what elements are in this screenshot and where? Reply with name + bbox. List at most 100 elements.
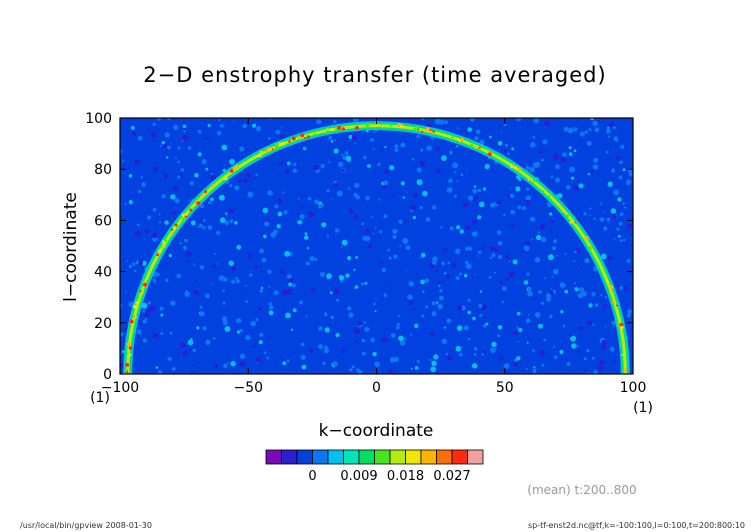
- field-speck: [174, 198, 180, 204]
- field-speck: [212, 264, 217, 269]
- field-speck: [526, 341, 529, 344]
- field-speck: [534, 256, 541, 263]
- field-speck: [549, 212, 553, 216]
- field-speck: [467, 298, 471, 302]
- field-speck: [205, 167, 209, 171]
- field-speck: [324, 345, 328, 350]
- field-speck: [218, 118, 221, 122]
- field-speck: [574, 282, 576, 285]
- ring-hotspot: [259, 154, 262, 157]
- field-speck: [300, 342, 305, 347]
- ring-hotspot: [211, 184, 215, 188]
- field-speck: [279, 135, 284, 139]
- field-speck: [185, 289, 188, 292]
- field-speck: [499, 280, 503, 285]
- field-speck: [462, 201, 469, 208]
- field-speck: [202, 226, 206, 230]
- field-speck: [517, 340, 519, 343]
- field-speck: [259, 289, 264, 293]
- field-speck: [337, 161, 344, 168]
- ring-hotspot: [432, 130, 435, 133]
- ring-hotspot: [288, 140, 291, 143]
- field-speck: [488, 275, 492, 279]
- field-speck: [179, 173, 183, 177]
- ring-hotspot: [141, 291, 144, 295]
- field-speck: [551, 275, 554, 278]
- y-tick-label: 60: [94, 213, 112, 229]
- field-speck: [174, 156, 178, 159]
- field-speck: [481, 247, 485, 251]
- field-speck: [473, 196, 479, 201]
- field-speck: [403, 337, 407, 341]
- ring-hotspot: [569, 220, 573, 224]
- field-speck: [512, 361, 518, 367]
- field-speck: [527, 287, 532, 291]
- field-speck: [158, 213, 161, 216]
- field-speck: [570, 176, 575, 180]
- field-speck: [452, 162, 459, 169]
- field-speck: [575, 344, 579, 348]
- field-speck: [169, 331, 173, 335]
- field-speck: [327, 235, 329, 238]
- field-speck: [468, 195, 474, 201]
- field-speck: [236, 244, 242, 250]
- colorbar-tick-label: 0.018: [387, 469, 424, 484]
- field-speck: [422, 190, 428, 197]
- field-speck: [197, 226, 200, 229]
- field-speck: [497, 255, 502, 259]
- field-speck: [588, 214, 591, 217]
- field-speck: [199, 305, 203, 309]
- field-speck: [354, 285, 359, 289]
- field-speck: [393, 254, 398, 259]
- ring-hotspot: [176, 225, 180, 230]
- field-speck: [247, 253, 253, 259]
- field-speck: [530, 160, 533, 163]
- field-speck: [573, 260, 576, 263]
- ring-hotspot: [429, 131, 433, 134]
- field-speck: [523, 280, 529, 285]
- field-speck: [147, 301, 151, 305]
- field-speck: [589, 207, 592, 210]
- field-speck: [399, 340, 406, 346]
- field-speck: [607, 126, 610, 129]
- field-speck: [292, 168, 298, 173]
- field-speck: [273, 290, 279, 296]
- field-speck: [198, 223, 203, 228]
- field-speck: [555, 164, 560, 170]
- field-speck: [131, 131, 137, 136]
- colorbar-swatch: [374, 449, 391, 465]
- field-speck: [526, 367, 528, 370]
- field-speck: [414, 323, 419, 328]
- field-speck: [393, 356, 399, 362]
- field-speck: [562, 324, 566, 328]
- field-speck: [405, 269, 407, 272]
- field-speck: [490, 202, 496, 208]
- field-speck: [304, 235, 309, 240]
- field-speck: [163, 173, 168, 179]
- field-speck: [436, 168, 441, 174]
- field-speck: [285, 168, 290, 174]
- field-speck: [413, 193, 418, 198]
- field-speck: [214, 364, 219, 368]
- field-speck: [263, 351, 267, 355]
- field-speck: [448, 178, 453, 183]
- field-speck: [600, 293, 603, 297]
- field-speck: [613, 136, 619, 142]
- field-speck: [398, 335, 404, 342]
- field-speck: [618, 175, 623, 180]
- field-speck: [451, 263, 457, 268]
- field-speck: [348, 134, 353, 140]
- field-speck: [214, 252, 217, 255]
- field-speck: [333, 119, 337, 124]
- field-speck: [552, 268, 559, 275]
- field-speck: [496, 230, 502, 235]
- field-speck: [593, 157, 599, 163]
- field-speck: [412, 215, 416, 220]
- field-speck: [277, 198, 283, 205]
- field-speck: [180, 343, 186, 349]
- field-speck: [202, 326, 207, 331]
- field-speck: [552, 346, 555, 348]
- field-speck: [232, 121, 235, 123]
- ring-hotspot: [229, 169, 234, 173]
